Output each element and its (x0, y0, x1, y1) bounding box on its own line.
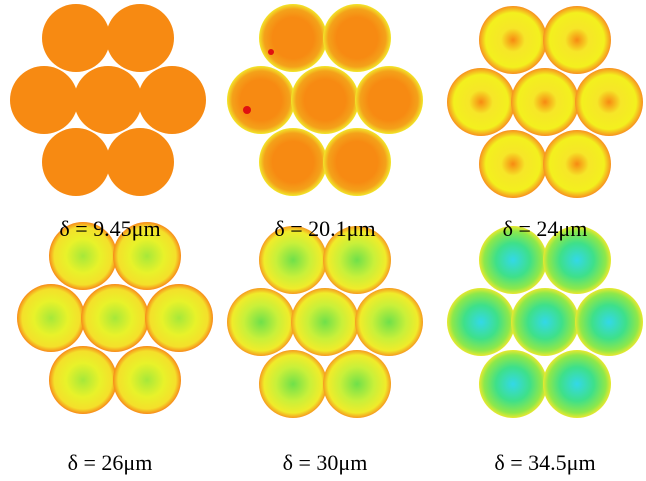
caption: δ = 20.1μm (274, 216, 375, 241)
caption: δ = 24μm (503, 216, 588, 241)
caption: δ = 34.5μm (494, 450, 595, 475)
strand-cross-section (10, 4, 206, 196)
strand-cross-section (447, 226, 643, 418)
strand-cross-section (447, 6, 643, 198)
hot-spot (268, 49, 274, 55)
strand-cross-section (227, 4, 423, 196)
caption: δ = 30μm (283, 450, 368, 475)
strand-cross-section (227, 226, 423, 418)
caption: δ = 9.45μm (59, 216, 160, 241)
hot-spot (243, 106, 251, 114)
strand-cross-section (17, 222, 213, 414)
caption: δ = 26μm (68, 450, 153, 475)
